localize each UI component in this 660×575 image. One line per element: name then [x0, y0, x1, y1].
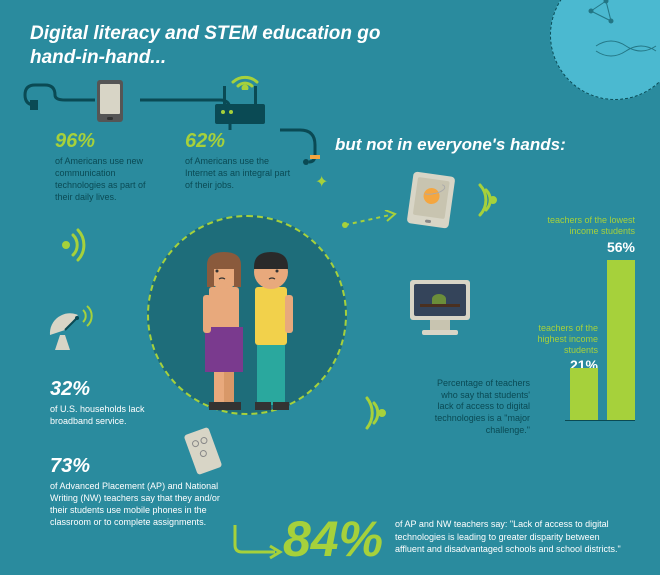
bar-low-label-block: teachers of the lowest income students 5…	[545, 215, 635, 255]
stat-32-text: of U.S. households lack broadband servic…	[50, 403, 180, 427]
satellite-icon	[35, 300, 95, 365]
tablet-icon	[407, 171, 456, 228]
bar-low-percent: 56%	[545, 239, 635, 255]
phone-icon	[97, 80, 123, 122]
chart-description: Percentage of teachers who say that stud…	[430, 378, 530, 436]
wifi-icon	[225, 60, 265, 95]
router-icon	[215, 104, 265, 124]
stat-84: 84%	[283, 510, 383, 568]
stat-73-text: of Advanced Placement (AP) and National …	[50, 480, 230, 529]
bar-high	[570, 368, 598, 420]
wifi-icon	[355, 390, 410, 440]
title-text: Digital literacy and STEM education goha…	[30, 23, 381, 68]
stat-73: 73% of Advanced Placement (AP) and Natio…	[50, 455, 230, 529]
stat-84-percent: 84%	[283, 511, 383, 567]
chart-baseline	[565, 420, 635, 421]
wifi-icon	[468, 175, 518, 230]
stat-84-text: of AP and NW teachers say: "Lack of acce…	[395, 518, 630, 556]
stat-96-percent: 96%	[55, 130, 165, 153]
stat-96-text: of Americans use new communication techn…	[55, 155, 165, 204]
bar-high-label: teachers of the highest income students	[508, 323, 598, 355]
dashed-arrow	[340, 210, 410, 240]
stat-32: 32% of U.S. households lack broadband se…	[50, 378, 180, 427]
stat-62-text: of Americans use the Internet as an inte…	[185, 155, 295, 191]
stat-32-percent: 32%	[50, 378, 180, 401]
arrow-icon	[230, 520, 290, 560]
plug-dot	[310, 155, 320, 159]
page-title: Digital literacy and STEM education goha…	[30, 22, 381, 70]
bar-low-label: teachers of the lowest income students	[545, 215, 635, 237]
sparkle-icon: ✦	[315, 172, 328, 192]
wifi-icon	[48, 225, 93, 275]
bar-low	[607, 260, 635, 420]
monitor-icon	[410, 280, 470, 335]
stat-62-percent: 62%	[185, 130, 295, 153]
molecule-icon	[551, 0, 660, 101]
bar-high-label-block: teachers of the highest income students …	[508, 323, 598, 373]
subtitle: but not in everyone's hands:	[335, 135, 566, 155]
stat-73-percent: 73%	[50, 455, 230, 478]
stat-62: 62% of Americans use the Internet as an …	[185, 130, 295, 191]
molecule-decoration	[550, 0, 660, 100]
stat-96: 96% of Americans use new communication t…	[55, 130, 165, 204]
